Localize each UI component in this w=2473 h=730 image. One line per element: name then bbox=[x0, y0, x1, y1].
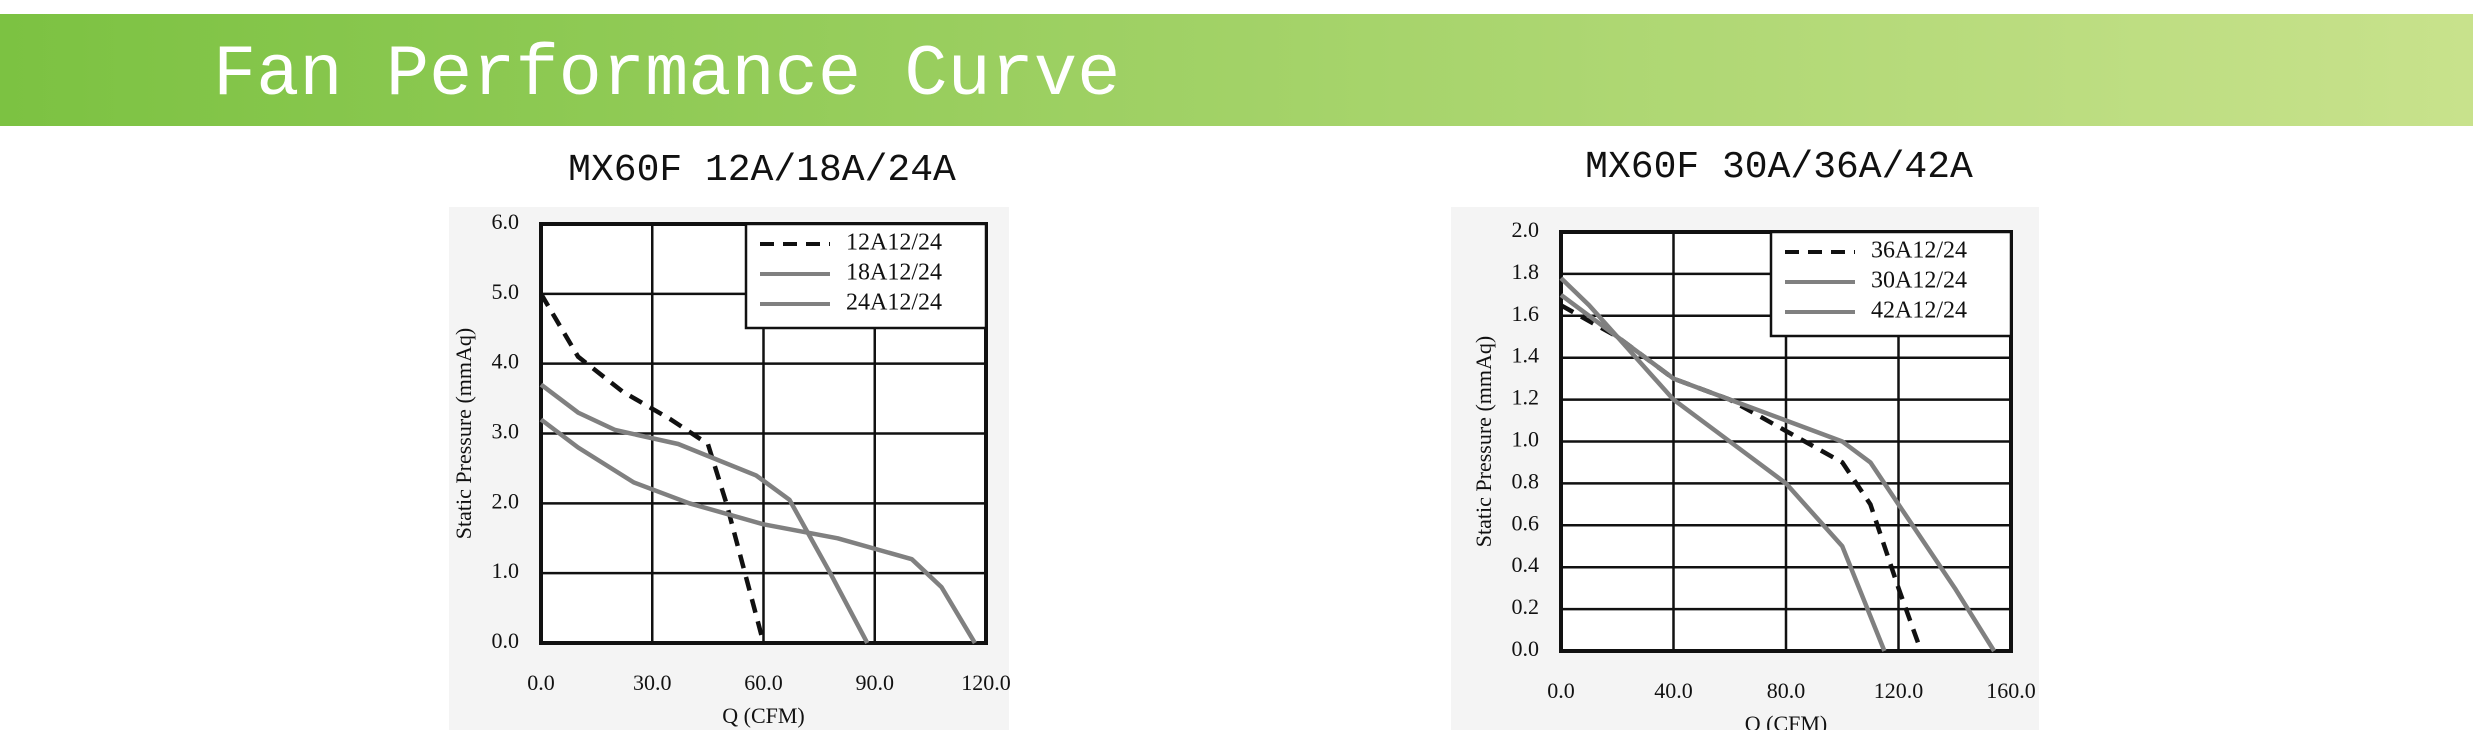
x-tick-label: 90.0 bbox=[856, 670, 895, 695]
y-tick-label: 0.2 bbox=[1512, 594, 1540, 619]
x-tick-label: 160.0 bbox=[1986, 678, 2036, 703]
series-line bbox=[539, 382, 870, 645]
legend-label: 30A12/24 bbox=[1871, 268, 1967, 294]
legend-label: 36A12/24 bbox=[1871, 238, 1967, 264]
y-tick-label: 1.0 bbox=[492, 558, 520, 583]
series-line bbox=[539, 417, 977, 645]
chart-title: MX60F 30A/36A/42A bbox=[1585, 146, 1973, 189]
y-tick-label: 0.0 bbox=[1512, 636, 1540, 661]
y-tick-label: 1.2 bbox=[1512, 385, 1540, 410]
x-tick-label: 60.0 bbox=[744, 670, 783, 695]
x-tick-label: 120.0 bbox=[961, 670, 1011, 695]
x-tick-label: 80.0 bbox=[1767, 678, 1806, 703]
legend-label: 12A12/24 bbox=[846, 230, 942, 256]
chart-title: MX60F 12A/18A/24A bbox=[568, 149, 956, 192]
y-tick-label: 2.0 bbox=[492, 488, 520, 513]
y-tick-label: 0.4 bbox=[1512, 552, 1540, 577]
y-tick-label: 5.0 bbox=[492, 279, 520, 304]
y-tick-label: 1.0 bbox=[1512, 427, 1540, 452]
y-axis-label: Static Pressure (mmAq) bbox=[1471, 336, 1496, 547]
page-title: Fan Performance Curve bbox=[213, 34, 1121, 116]
y-tick-label: 4.0 bbox=[492, 349, 520, 374]
y-tick-label: 1.4 bbox=[1512, 343, 1540, 368]
legend-label: 24A12/24 bbox=[846, 290, 942, 316]
header-band: Fan Performance Curve bbox=[0, 14, 2473, 126]
legend-label: 42A12/24 bbox=[1871, 298, 1967, 324]
y-tick-label: 0.0 bbox=[492, 628, 520, 653]
series-line bbox=[1559, 293, 1997, 653]
y-tick-label: 6.0 bbox=[492, 209, 520, 234]
legend-label: 18A12/24 bbox=[846, 260, 942, 286]
y-tick-label: 1.8 bbox=[1512, 259, 1540, 284]
series-line bbox=[1559, 303, 1924, 652]
x-tick-label: 120.0 bbox=[1874, 678, 1924, 703]
y-tick-label: 0.8 bbox=[1512, 468, 1540, 493]
x-tick-label: 30.0 bbox=[633, 670, 672, 695]
x-tick-label: 0.0 bbox=[1547, 678, 1575, 703]
y-tick-label: 1.6 bbox=[1512, 301, 1540, 326]
x-axis-label: Q (CFM) bbox=[1745, 711, 1828, 730]
y-tick-label: 0.6 bbox=[1512, 510, 1540, 535]
x-tick-label: 0.0 bbox=[527, 670, 555, 695]
x-axis-label: Q (CFM) bbox=[722, 703, 805, 728]
y-tick-label: 3.0 bbox=[492, 419, 520, 444]
y-tick-label: 2.0 bbox=[1512, 217, 1540, 242]
x-tick-label: 40.0 bbox=[1654, 678, 1693, 703]
series-line bbox=[539, 292, 766, 644]
series-line bbox=[1559, 276, 1887, 652]
y-axis-label: Static Pressure (mmAq) bbox=[451, 328, 476, 539]
